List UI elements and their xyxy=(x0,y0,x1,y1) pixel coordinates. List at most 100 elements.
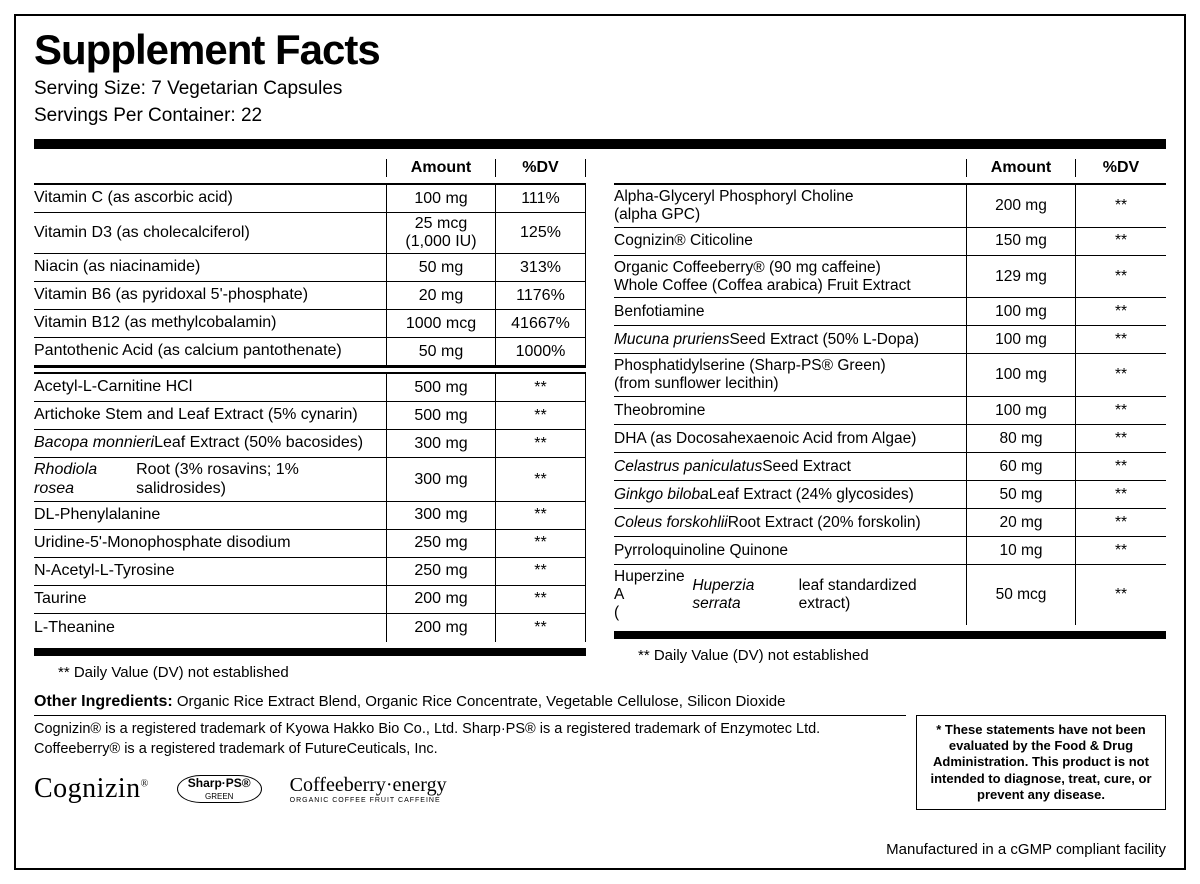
ingredient-name: Niacin (as niacinamide) xyxy=(34,254,386,281)
facts-row: Celastrus paniculatus Seed Extract60 mg*… xyxy=(614,453,1166,481)
ingredient-amount: 200 mg xyxy=(386,586,496,613)
ingredient-amount: 50 mg xyxy=(386,254,496,281)
ingredient-amount: 250 mg xyxy=(386,558,496,585)
facts-row: Theobromine100 mg** xyxy=(614,397,1166,425)
ingredient-name: Taurine xyxy=(34,586,386,613)
ingredient-dv: ** xyxy=(496,502,586,529)
ingredient-dv: ** xyxy=(1076,326,1166,353)
ingredient-amount: 1000 mcg xyxy=(386,310,496,337)
ingredient-amount: 60 mg xyxy=(966,453,1076,480)
header-dv: %DV xyxy=(1076,159,1166,177)
ingredient-name: Artichoke Stem and Leaf Extract (5% cyna… xyxy=(34,402,386,429)
coffeeberry-logo: Coffeeberry·energy ORGANIC COFFEE FRUIT … xyxy=(290,774,447,804)
ingredient-dv: 313% xyxy=(496,254,586,281)
left-bottom-rule xyxy=(34,648,586,656)
ingredient-name: Pantothenic Acid (as calcium pantothenat… xyxy=(34,338,386,365)
facts-row: Niacin (as niacinamide)50 mg313% xyxy=(34,254,586,282)
ingredient-name: DL-Phenylalanine xyxy=(34,502,386,529)
dv-note-right: ** Daily Value (DV) not established xyxy=(614,639,1166,670)
right-bottom-rule xyxy=(614,631,1166,639)
ingredient-amount: 100 mg xyxy=(966,326,1076,353)
facts-row: DHA (as Docosahexaenoic Acid from Algae)… xyxy=(614,425,1166,453)
ingredient-name: Cognizin® Citicoline xyxy=(614,228,966,255)
facts-row: L-Theanine200 mg** xyxy=(34,614,586,642)
facts-row: Benfotiamine100 mg** xyxy=(614,298,1166,326)
ingredient-dv: ** xyxy=(1076,228,1166,255)
ingredient-amount: 300 mg xyxy=(386,430,496,457)
ingredient-name: Vitamin B6 (as pyridoxal 5'-phosphate) xyxy=(34,282,386,309)
ingredient-dv: ** xyxy=(1076,481,1166,508)
ingredient-amount: 200 mg xyxy=(966,185,1076,227)
ingredient-dv: 1000% xyxy=(496,338,586,365)
ingredient-name: L-Theanine xyxy=(34,614,386,642)
facts-row: Uridine-5'-Monophosphate disodium250 mg*… xyxy=(34,530,586,558)
ingredient-dv: ** xyxy=(1076,509,1166,536)
left-group-2: Acetyl-L-Carnitine HCl500 mg**Artichoke … xyxy=(34,372,586,642)
sharp-ps-logo: Sharp·PS®GREEN xyxy=(177,775,262,803)
ingredient-dv: ** xyxy=(1076,397,1166,424)
ingredient-amount: 10 mg xyxy=(966,537,1076,564)
other-ingredients-text: Organic Rice Extract Blend, Organic Rice… xyxy=(173,693,786,710)
ingredient-dv: ** xyxy=(1076,565,1166,624)
facts-row: Mucuna pruriens Seed Extract (50% L-Dopa… xyxy=(614,326,1166,354)
ingredient-dv: ** xyxy=(1076,425,1166,452)
header-amount: Amount xyxy=(966,159,1076,177)
other-ingredients-label: Other Ingredients: xyxy=(34,693,173,710)
ingredient-name: Huperzine A(Huperzia serrata leaf standa… xyxy=(614,565,966,624)
ingredient-name: Bacopa monnieri Leaf Extract (50% bacosi… xyxy=(34,430,386,457)
ingredient-name: DHA (as Docosahexaenoic Acid from Algae) xyxy=(614,425,966,452)
ingredient-amount: 20 mg xyxy=(966,509,1076,536)
column-headers-left: Amount %DV xyxy=(34,149,586,183)
ingredient-dv: 125% xyxy=(496,213,586,253)
facts-row: Ginkgo biloba Leaf Extract (24% glycosid… xyxy=(614,481,1166,509)
ingredient-amount: 100 mg xyxy=(386,185,496,212)
ingredient-dv: ** xyxy=(1076,453,1166,480)
facts-row: Phosphatidylserine (Sharp-PS® Green)(fro… xyxy=(614,354,1166,397)
ingredient-name: Benfotiamine xyxy=(614,298,966,325)
ingredient-name: Phosphatidylserine (Sharp-PS® Green)(fro… xyxy=(614,354,966,396)
tm-note-2: Coffeeberry® is a registered trademark o… xyxy=(34,740,906,760)
facts-row: Coleus forskohlii Root Extract (20% fors… xyxy=(614,509,1166,537)
ingredient-dv: 41667% xyxy=(496,310,586,337)
ingredient-amount: 100 mg xyxy=(966,354,1076,396)
ingredient-name: Mucuna pruriens Seed Extract (50% L-Dopa… xyxy=(614,326,966,353)
servings-per-container: Servings Per Container: 22 xyxy=(34,103,1166,130)
left-column: Amount %DV Vitamin C (as ascorbic acid)1… xyxy=(34,149,586,687)
panel-title: Supplement Facts xyxy=(34,26,1166,74)
trademark-notes: Cognizin® is a registered trademark of K… xyxy=(34,716,906,759)
ingredient-amount: 50 mcg xyxy=(966,565,1076,624)
ingredient-dv: ** xyxy=(1076,298,1166,325)
ingredient-amount: 100 mg xyxy=(966,397,1076,424)
facts-row: Alpha-Glyceryl Phosphoryl Choline(alpha … xyxy=(614,185,1166,228)
facts-row: Vitamin D3 (as cholecalciferol)25 mcg (1… xyxy=(34,213,586,254)
ingredient-dv: ** xyxy=(1076,256,1166,298)
ingredient-amount: 100 mg xyxy=(966,298,1076,325)
facts-row: Vitamin B6 (as pyridoxal 5'-phosphate)20… xyxy=(34,282,586,310)
ingredient-dv: ** xyxy=(496,558,586,585)
tm-note-1: Cognizin® is a registered trademark of K… xyxy=(34,720,906,740)
ingredient-dv: 1176% xyxy=(496,282,586,309)
dv-note-left: ** Daily Value (DV) not established xyxy=(34,656,586,687)
ingredient-name: Rhodiola rosea Root (3% rosavins; 1% sal… xyxy=(34,458,386,501)
ingredient-amount: 150 mg xyxy=(966,228,1076,255)
ingredient-amount: 500 mg xyxy=(386,374,496,401)
ingredient-name: Alpha-Glyceryl Phosphoryl Choline(alpha … xyxy=(614,185,966,227)
ingredient-dv: ** xyxy=(1076,185,1166,227)
ingredient-dv: ** xyxy=(496,530,586,557)
top-rule xyxy=(34,139,1166,149)
ingredient-amount: 50 mg xyxy=(386,338,496,365)
facts-row: Cognizin® Citicoline150 mg** xyxy=(614,228,1166,256)
ingredient-name: Vitamin B12 (as methylcobalamin) xyxy=(34,310,386,337)
facts-row: Vitamin C (as ascorbic acid)100 mg111% xyxy=(34,185,586,213)
ingredient-amount: 25 mcg (1,000 IU) xyxy=(386,213,496,253)
right-group-1: Alpha-Glyceryl Phosphoryl Choline(alpha … xyxy=(614,183,1166,624)
facts-row: Bacopa monnieri Leaf Extract (50% bacosi… xyxy=(34,430,586,458)
ingredient-amount: 250 mg xyxy=(386,530,496,557)
ingredient-name: Vitamin D3 (as cholecalciferol) xyxy=(34,213,386,253)
manufacture-note: Manufactured in a cGMP compliant facilit… xyxy=(886,841,1166,858)
facts-row: Taurine200 mg** xyxy=(34,586,586,614)
ingredient-dv: ** xyxy=(1076,537,1166,564)
fda-disclaimer: * These statements have not been evaluat… xyxy=(916,715,1166,810)
ingredient-dv: ** xyxy=(496,374,586,401)
ingredient-name: Acetyl-L-Carnitine HCl xyxy=(34,374,386,401)
